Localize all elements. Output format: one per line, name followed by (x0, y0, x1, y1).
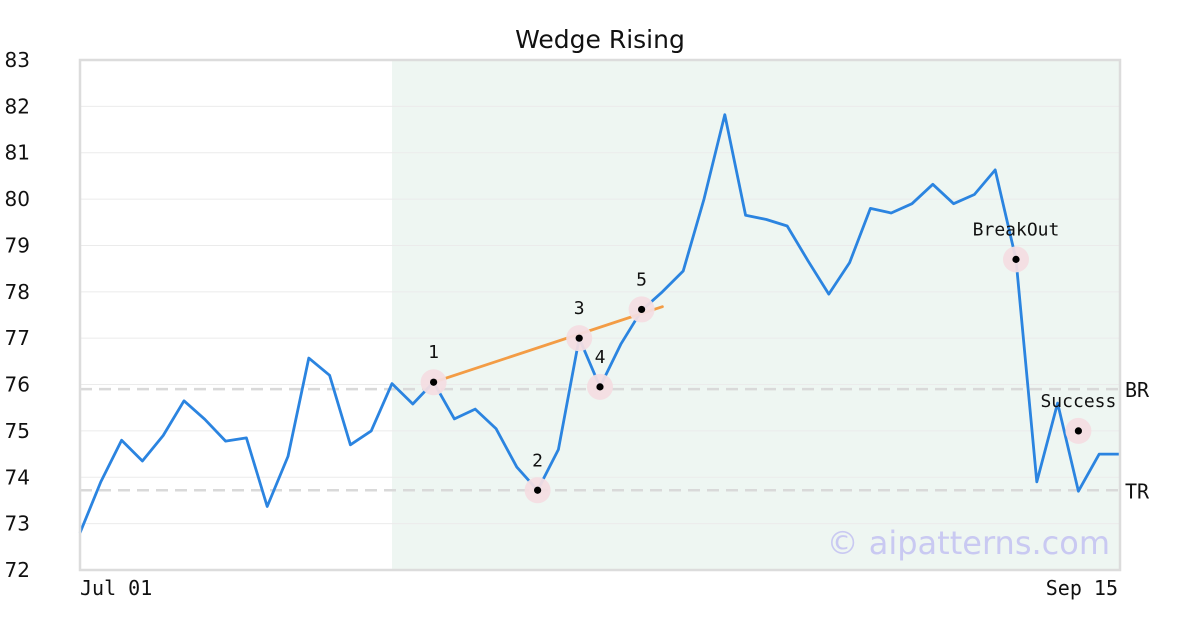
point-label: BreakOut (973, 219, 1060, 240)
point-marker (534, 486, 542, 494)
points-layer: 1 2 3 4 5 BreakOut Success (420, 219, 1116, 504)
point-marker (638, 305, 646, 314)
point-label: 3 (574, 298, 585, 319)
plot-frame (78, 58, 1122, 572)
wedge-trendline (432, 305, 664, 384)
y-tick-label: 76 (5, 373, 30, 397)
y-tick-label: 82 (5, 94, 30, 118)
x-axis-ticks: Jul 01 Sep 15 (80, 576, 1118, 600)
chart-title: Wedge Rising (515, 25, 685, 54)
y-tick-label: 73 (5, 512, 30, 536)
point-label: 4 (595, 347, 606, 368)
reference-line-label: TR (1125, 479, 1150, 503)
watermark: © aipatterns.com (827, 524, 1110, 562)
y-tick-label: 74 (5, 465, 30, 489)
y-tick-label: 78 (5, 280, 30, 304)
y-tick-label: 75 (5, 419, 30, 443)
y-tick-label: 83 (5, 48, 30, 72)
point-label: 5 (636, 269, 647, 290)
x-tick-label: Jul 01 (80, 576, 152, 600)
point-label: 2 (532, 450, 543, 471)
highlight-region-layer (392, 60, 1120, 570)
y-tick-label: 81 (5, 141, 30, 165)
y-tick-label: 77 (5, 326, 30, 350)
point-label: 1 (428, 342, 439, 363)
pattern-highlight-region (392, 60, 1120, 570)
point-marker (575, 334, 583, 342)
point-marker (1074, 427, 1082, 435)
x-tick-label: Sep 15 (1046, 576, 1118, 600)
reference-line-label: BR (1125, 378, 1150, 402)
point-label: Success (1040, 391, 1116, 412)
y-tick-label: 80 (5, 187, 30, 211)
point-marker (430, 378, 438, 386)
point-marker (1012, 255, 1020, 263)
trendline-layer (432, 305, 664, 384)
y-tick-label: 79 (5, 233, 30, 257)
y-axis-ticks: 72 73 74 75 76 77 78 79 80 81 82 83 (5, 48, 30, 582)
y-tick-label: 72 (5, 558, 30, 582)
point-marker (596, 383, 604, 391)
